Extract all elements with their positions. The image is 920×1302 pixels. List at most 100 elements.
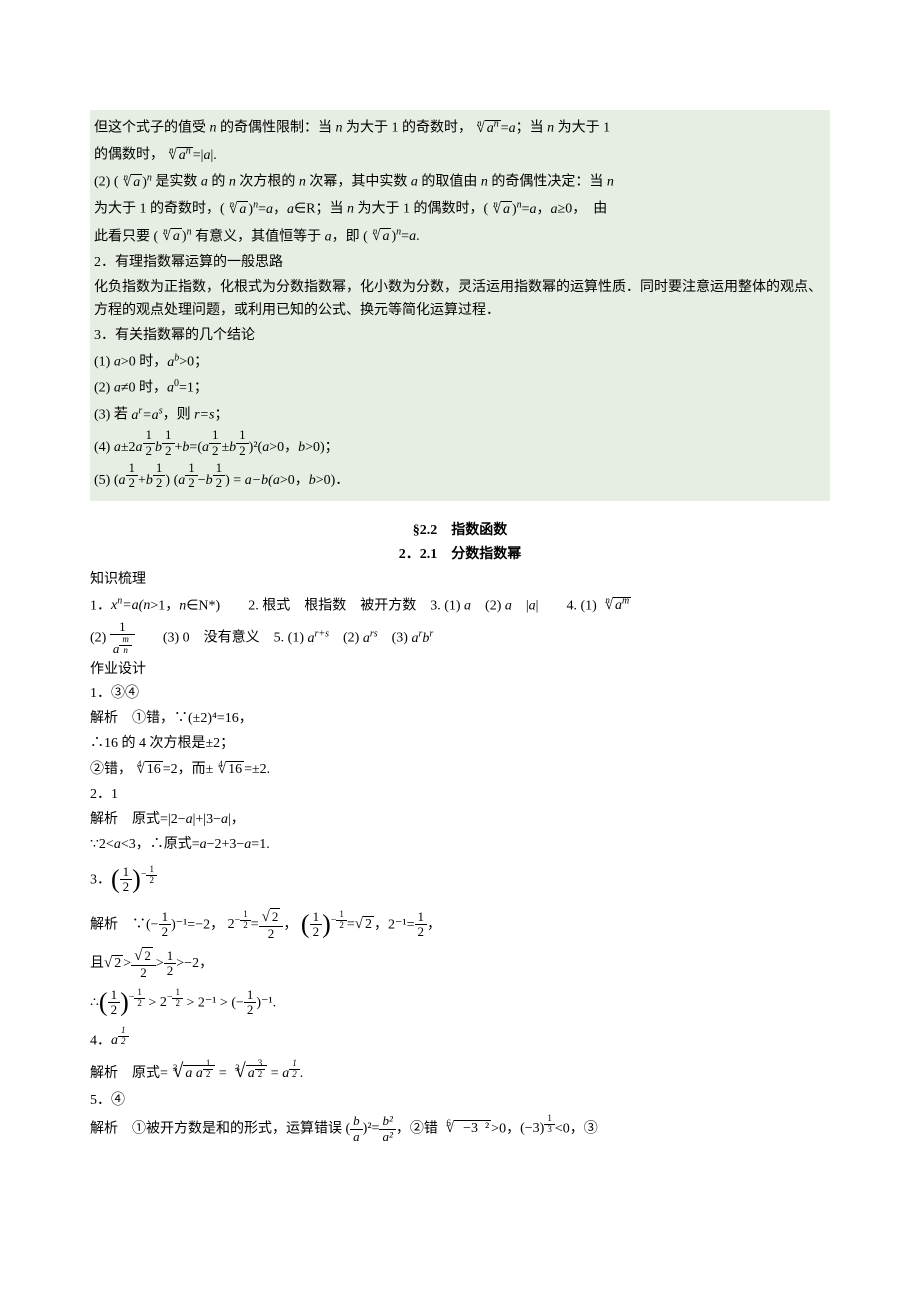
text: (2) — [94, 381, 114, 396]
var-n: n — [229, 175, 236, 190]
para: (2) (n√a)n 是实数 a 的 n 次方根的 n 次幂，其中实数 a 的取… — [94, 169, 826, 195]
text: )⁻¹=−2， — [171, 917, 224, 932]
text: (2) — [329, 631, 363, 646]
text: (3) — [378, 631, 412, 646]
text: = — [215, 1066, 230, 1081]
text: > 2⁻¹ > (− — [183, 995, 244, 1010]
text: ，②错 — [396, 1121, 442, 1136]
para: 为大于 1 的奇数时，(n√a)n=a，a∈R；当 n 为大于 1 的偶数时，(… — [94, 196, 826, 222]
text: 且 — [90, 956, 104, 971]
math-expr: ar+s — [307, 631, 329, 646]
para: 的偶数时，n√an=|a|. — [94, 142, 826, 168]
para: 1．xn=a(n>1，n∈N*) 2. 根式 根指数 被开方数 3. (1) a… — [90, 593, 830, 619]
text: ∴ — [90, 995, 99, 1010]
text: ∈R；当 — [294, 202, 347, 217]
text: 是实数 — [152, 175, 201, 190]
solution: ∴(12)−12 > 2−12 > 2⁻¹ > (−12)⁻¹. — [90, 981, 830, 1025]
para: 此看只要 (n√a)n 有意义，其值恒等于 a，即 (n√a)n=a. — [94, 224, 826, 250]
text: (2) — [90, 631, 110, 646]
text: 为大于 1 — [554, 121, 610, 136]
heading: 3．有关指数幂的几个结论 — [94, 324, 826, 348]
text: ) = — [225, 473, 245, 488]
text: ∈N*) 2. 根式 根指数 被开方数 3. (1) — [186, 598, 464, 613]
text: ， — [283, 917, 297, 932]
math-expr: a12+b12 — [119, 473, 166, 488]
math-expr: a12 — [111, 1033, 129, 1048]
para: (2) a≠0 时，a0=1； — [94, 375, 826, 400]
text: 此看只要 ( — [94, 229, 158, 244]
math-expr: ab — [167, 355, 179, 370]
math-expr: 3√a32 — [230, 1066, 267, 1081]
text: (5) ( — [94, 473, 119, 488]
text: =2，而± — [163, 762, 214, 777]
text: ②错， — [90, 762, 132, 777]
section-heading: 作业设计 — [90, 658, 830, 682]
math-expr: n√a)n=a. — [368, 229, 420, 244]
math-expr: 6√ −3 ² — [441, 1121, 491, 1136]
text: −2+3− — [207, 837, 245, 852]
math-expr: (−3)13 — [520, 1121, 555, 1136]
var-a: a — [325, 229, 332, 244]
text: =1； — [179, 381, 208, 396]
para: 化负指数为正指数，化根式为分数指数幂，化小数为分数，灵活运用指数幂的运算性质．同… — [94, 276, 826, 324]
var-n: n — [607, 175, 614, 190]
highlight-block: 但这个式子的值受 n 的奇偶性限制：当 n 为大于 1 的奇数时，n√an=a；… — [90, 110, 830, 501]
text: ，即 ( — [332, 229, 368, 244]
answer: 4．a12 — [90, 1026, 830, 1053]
text: ，则 — [163, 408, 195, 423]
text: >0 时， — [121, 355, 167, 370]
var-a: a — [186, 812, 193, 827]
answer: 3．(12)−12 — [90, 858, 830, 902]
text: ，2⁻¹= — [374, 917, 414, 932]
text: =±2. — [244, 762, 270, 777]
math-expr: arbr — [411, 631, 433, 646]
text: <0，③ — [555, 1121, 598, 1136]
text: <3，∴原式= — [121, 837, 200, 852]
var-a: a — [464, 598, 471, 613]
text: )⁻¹. — [256, 995, 276, 1010]
var-b: b — [309, 473, 316, 488]
var-a: a — [221, 812, 228, 827]
solution: 解析 ∵(−12)⁻¹=−2， 2−12=√22， (12)−12=√2，2⁻¹… — [90, 903, 830, 947]
math-expr: √2>√22>12 — [104, 956, 176, 971]
text: ； — [214, 408, 228, 423]
math-expr: a — [167, 381, 174, 396]
text: 解析 ①被开方数是和的形式，运算错误 ( — [90, 1121, 350, 1136]
math-expr: 4√16 — [213, 762, 244, 777]
var-a: a — [114, 381, 121, 396]
math-expr: a12 — [282, 1066, 300, 1081]
var-n: n — [210, 121, 217, 136]
var-a: a — [505, 598, 512, 613]
math-expr: (12)−12 — [99, 995, 145, 1010]
text: 1． — [90, 598, 111, 613]
math-expr: ars — [363, 631, 378, 646]
text: ；当 — [516, 121, 548, 136]
para: (5) (a12+b12) (a12−b12) = a−b(a>0，b>0)． — [94, 461, 826, 493]
para: (3) 若 ar=as，则 r=s； — [94, 402, 826, 427]
text: >0， — [280, 473, 309, 488]
text: >0)． — [316, 473, 350, 488]
var-a: a — [529, 598, 536, 613]
text: >−2， — [176, 956, 213, 971]
title: §2.2 指数函数 — [90, 519, 830, 543]
text: >1， — [150, 598, 179, 613]
solution: 且√2>√22>12>−2， — [90, 948, 830, 980]
answer: 2．1 — [90, 783, 830, 807]
solution: 解析 原式=|2−a|+|3−a|， — [90, 808, 830, 832]
var-n: n — [299, 175, 306, 190]
text: 的偶数时， — [94, 148, 164, 163]
text: 的奇偶性限制：当 — [217, 121, 336, 136]
para: 但这个式子的值受 n 的奇偶性限制：当 n 为大于 1 的奇数时，n√an=a；… — [94, 115, 826, 141]
text: 次方根的 — [236, 175, 299, 190]
text: =1. — [251, 837, 269, 852]
answer: 1．③④ — [90, 682, 830, 706]
text: 解析 原式=|2− — [90, 812, 186, 827]
text: 4． — [90, 1033, 111, 1048]
math-expr: (12)−12=√2 — [301, 917, 374, 932]
math-expr: n√a)n — [119, 175, 152, 190]
document-page: 但这个式子的值受 n 的奇偶性限制：当 n 为大于 1 的奇数时，n√an=a；… — [0, 0, 920, 1185]
text: 的奇偶性决定：当 — [488, 175, 607, 190]
math-expr: ar=as — [131, 408, 162, 423]
var-a: a — [114, 837, 121, 852]
para: (1) a>0 时，ab>0； — [94, 349, 826, 374]
